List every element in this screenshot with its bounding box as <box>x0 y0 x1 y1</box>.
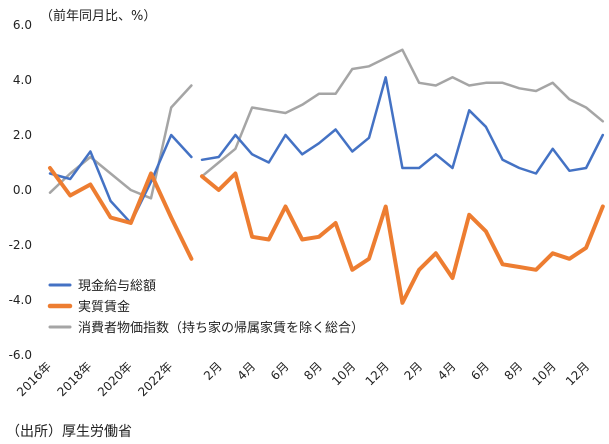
legend-label: 実質賃金 <box>78 299 130 315</box>
y-axis: 6.0 4.0 2.0 0.0 -2.0 -4.0 -6.0 <box>9 18 32 362</box>
x-tick-label: 12月 <box>363 359 392 388</box>
legend-label: 消費者物価指数（持ち家の帰属家賃を除く総合） <box>78 320 364 336</box>
x-tick-label: 2月 <box>201 359 225 383</box>
source-note: （出所）厚生労働省 <box>6 424 132 440</box>
y-tick-label: 4.0 <box>13 73 32 87</box>
x-tick-label: 2018年 <box>55 359 95 399</box>
x-axis: 2016年 2018年 2020年 2022年 2月 4月 6月 8月 10月 12月 2月 4月 6月… <box>14 359 592 399</box>
x-tick-label: 4月 <box>234 359 258 383</box>
series-line-monthly <box>200 48 605 178</box>
y-tick-label: -4.0 <box>9 293 32 307</box>
x-tick-label: 8月 <box>301 359 325 383</box>
y-tick-label: 6.0 <box>13 18 32 32</box>
x-tick-label: 6月 <box>268 359 292 383</box>
series-line-monthly <box>200 171 605 305</box>
x-tick-label: 2022年 <box>135 359 175 399</box>
series-line-annual <box>48 166 194 261</box>
x-tick-label: 8月 <box>502 359 526 383</box>
x-tick-label: 10月 <box>530 359 559 388</box>
y-tick-label: -6.0 <box>9 348 32 362</box>
y-tick-label: 2.0 <box>13 128 32 142</box>
x-tick-label: 12月 <box>563 359 592 388</box>
x-tick-label: 4月 <box>435 359 459 383</box>
x-tick-label: 2016年 <box>14 359 54 399</box>
series-line-annual <box>48 84 193 200</box>
series-line-monthly <box>200 76 605 175</box>
x-tick-label: 2020年 <box>95 359 135 399</box>
unit-label: （前年同月比、%） <box>40 8 156 24</box>
x-tick-label: 10月 <box>329 359 358 388</box>
y-tick-label: -2.0 <box>9 238 32 252</box>
legend-label: 現金給与総額 <box>78 278 156 294</box>
series-layer <box>48 48 605 305</box>
y-tick-label: 0.0 <box>13 183 32 197</box>
x-tick-label: 6月 <box>468 359 492 383</box>
series-line-annual <box>48 133 193 225</box>
x-tick-label: 2月 <box>401 359 425 383</box>
